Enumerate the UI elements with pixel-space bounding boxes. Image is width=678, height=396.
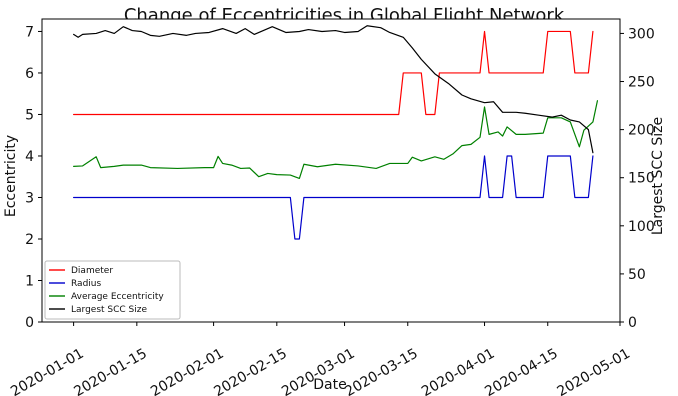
x-tick-label-3: 2020-02-15 — [211, 346, 289, 396]
left-y-tick-label-1: 1 — [25, 273, 34, 289]
x-tick-label-1: 2020-01-15 — [71, 346, 149, 396]
right-y-tick-label-3: 150 — [628, 171, 655, 187]
legend-box — [44, 260, 181, 320]
left-y-tick-label-4: 4 — [25, 149, 34, 165]
series-line-2 — [73, 100, 599, 179]
x-tick-label-7: 2020-04-15 — [482, 346, 560, 396]
x-tick-label-5: 2020-03-15 — [342, 346, 420, 396]
right-y-tick-label-6: 300 — [628, 26, 655, 42]
legend-label-1: Radius — [71, 279, 101, 289]
right-y-tick-label-2: 100 — [628, 219, 655, 235]
plot-layer: 012345670501001502002503002020-01-012020… — [8, 18, 655, 396]
legend-label-3: Largest SCC Size — [71, 305, 147, 315]
left-y-axis-label: Eccentricity — [3, 135, 19, 217]
series-line-1 — [73, 155, 594, 240]
x-tick-label-8: 2020-05-01 — [555, 346, 633, 396]
legend-label-2: Average Eccentricity — [71, 292, 164, 302]
right-y-axis-label: Largest SCC Size — [650, 117, 666, 235]
series-line-0 — [73, 30, 594, 116]
left-y-tick-label-2: 2 — [25, 232, 34, 248]
left-y-tick-label-5: 5 — [25, 107, 34, 123]
left-y-tick-label-6: 6 — [25, 66, 34, 82]
series-line-3 — [73, 25, 594, 154]
right-y-tick-label-1: 50 — [628, 267, 646, 283]
left-y-tick-label-7: 7 — [25, 24, 34, 40]
right-y-tick-label-0: 0 — [628, 315, 637, 331]
legend-label-0: Diameter — [71, 266, 113, 276]
left-y-tick-label-3: 3 — [25, 190, 34, 206]
x-axis-label: Date — [313, 377, 346, 393]
right-y-tick-label-4: 200 — [628, 123, 655, 139]
right-y-tick-label-5: 250 — [628, 75, 655, 91]
left-y-tick-label-0: 0 — [25, 315, 34, 331]
